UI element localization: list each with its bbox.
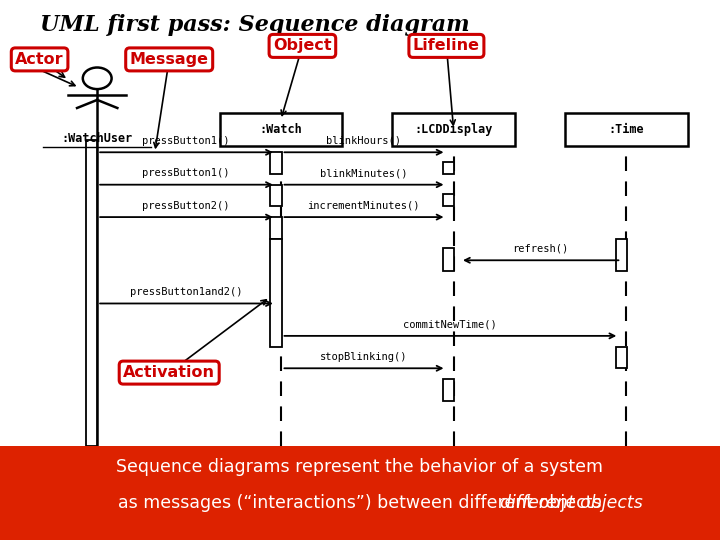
Text: UML first pass: Sequence diagram: UML first pass: Sequence diagram (40, 14, 469, 36)
Text: Message: Message (130, 52, 209, 67)
Text: :WatchUser: :WatchUser (62, 132, 132, 145)
Bar (270, 152, 282, 174)
Bar (443, 162, 454, 174)
Bar (220, 113, 342, 146)
Text: blinkHours(): blinkHours() (326, 136, 401, 146)
Bar (0, 446, 720, 540)
Text: pressButton2(): pressButton2() (142, 200, 230, 211)
Text: Lifeline: Lifeline (413, 38, 480, 53)
Bar (565, 113, 688, 146)
Text: pressButton1and2(): pressButton1and2() (130, 287, 242, 297)
Bar (616, 347, 627, 368)
Text: different objects: different objects (500, 494, 643, 512)
Text: Object: Object (273, 38, 332, 53)
Bar (443, 248, 454, 271)
Bar (86, 140, 97, 446)
Text: pressButton1(): pressButton1() (142, 136, 230, 146)
Text: commitNewTime(): commitNewTime() (403, 319, 497, 329)
Text: Actor: Actor (15, 52, 64, 67)
Bar (443, 379, 454, 401)
Bar (270, 239, 282, 347)
Bar (270, 217, 282, 239)
Text: as messages (“interactions”) between different objects: as messages (“interactions”) between dif… (118, 494, 602, 512)
Text: incrementMinutes(): incrementMinutes() (307, 200, 420, 211)
Text: blinkMinutes(): blinkMinutes() (320, 168, 408, 178)
Bar (616, 239, 627, 271)
Text: stopBlinking(): stopBlinking() (320, 352, 408, 362)
Text: Activation: Activation (123, 365, 215, 380)
Bar (270, 185, 282, 206)
Text: refresh(): refresh() (512, 244, 568, 254)
Text: :Time: :Time (608, 123, 644, 136)
Text: :LCDDisplay: :LCDDisplay (415, 123, 492, 136)
Text: Sequence diagrams represent the behavior of a system: Sequence diagrams represent the behavior… (117, 458, 603, 476)
Text: pressButton1(): pressButton1() (142, 168, 230, 178)
Text: :Watch: :Watch (259, 123, 302, 136)
Bar (443, 194, 454, 206)
Bar (392, 113, 515, 146)
